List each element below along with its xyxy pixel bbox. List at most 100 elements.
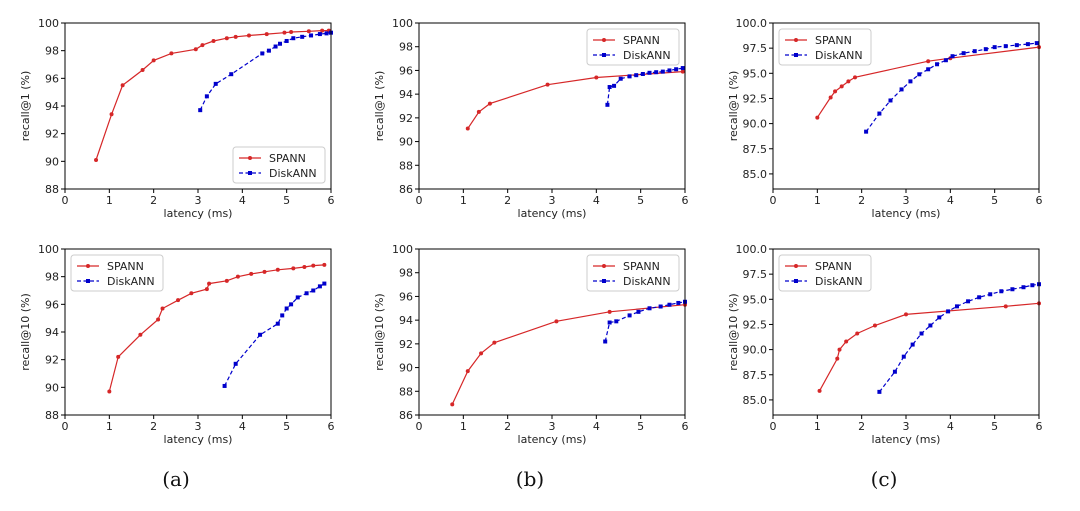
plot-1-diskann-point	[640, 71, 645, 76]
plot-3-spann-point	[207, 281, 212, 286]
plot-3-xtick-label: 5	[283, 420, 290, 433]
plot-0-legend-label: SPANN	[269, 152, 306, 165]
plot-1-ylabel: recall@1 (%)	[373, 71, 386, 141]
plot-3-xtick-label: 6	[328, 420, 335, 433]
plot-1-ytick-label: 94	[399, 88, 413, 101]
plot-0-legend: SPANN DiskANN	[232, 146, 326, 184]
plot-0-legend-marker	[248, 171, 252, 175]
plot-5-xtick-label: 0	[770, 420, 777, 433]
plot-5-xtick-label: 4	[947, 420, 954, 433]
plot-1-xlabel: latency (ms)	[518, 207, 587, 220]
plot-0-diskann-point	[260, 51, 265, 56]
plot-5-diskann-point	[928, 323, 933, 328]
plot-0-ytick-label: 90	[45, 155, 59, 168]
plot-2-ytick-label: 85.0	[743, 168, 768, 181]
plot-0-diskann-point	[300, 34, 305, 39]
plot-2-diskann-point	[877, 111, 882, 116]
plot-2-spann-point	[828, 95, 833, 100]
plot-2-ytick-label: 90.0	[743, 118, 768, 131]
plot-5-diskann-point	[966, 299, 971, 304]
plot-2-spann-point	[839, 84, 844, 89]
plot-1-diskann-point	[654, 70, 659, 75]
plot-5-diskann-point	[999, 289, 1004, 294]
plot-0-spann-point	[211, 38, 216, 43]
plot-4-xtick-label: 1	[460, 420, 467, 433]
plot-4-legend-label: SPANN	[623, 260, 660, 273]
plot-1-legend-marker	[602, 38, 606, 42]
plot-1-legend-box	[586, 28, 680, 66]
plot-5-xtick-label: 5	[991, 420, 998, 433]
plot-1-diskann-point	[634, 73, 639, 78]
plot-3-xtick-label: 3	[195, 420, 202, 433]
plot-1-diskann-point	[647, 70, 652, 75]
plot-2-spann-point	[815, 115, 820, 120]
plot-5-ytick-label: 85.0	[743, 394, 768, 407]
plot-1-ytick-label: 86	[399, 183, 413, 196]
plot-1-legend-label: DiskANN	[623, 49, 671, 62]
plot-1-diskann-point	[680, 66, 685, 71]
plot-4-diskann-point	[647, 306, 652, 311]
plot-1-ytick-label: 98	[399, 41, 413, 54]
plot-0-diskann-point	[278, 41, 283, 46]
plot-0-diskann-point	[229, 72, 234, 77]
plot-0-xtick-label: 6	[328, 194, 335, 207]
plot-5-diskann-point	[892, 369, 897, 374]
caption-b: (b)	[516, 467, 544, 491]
plot-0-spann-point	[109, 112, 114, 117]
plot-1-spann-point	[487, 101, 492, 106]
plot-1-spann-point	[476, 109, 481, 114]
plot-3-spann-point	[160, 306, 165, 311]
plot-2-xtick-label: 0	[770, 194, 777, 207]
plot-5-diskann-point	[946, 309, 951, 314]
plot-5-xtick-label: 2	[858, 420, 865, 433]
plot-4-diskann-point	[636, 309, 641, 314]
plot-0-spann-point	[320, 28, 325, 33]
plot-2-ytick-label: 92.5	[743, 92, 768, 105]
plot-5-ylabel: recall@10 (%)	[727, 293, 740, 370]
plot-4-spann-point	[450, 402, 455, 407]
plot-5-diskann-point	[910, 342, 915, 347]
plot-0-spann-point	[246, 33, 251, 38]
plot-4-ytick-label: 96	[399, 290, 413, 303]
plot-5-ytick-label: 87.5	[743, 369, 768, 382]
plot-0-xtick-label: 1	[106, 194, 113, 207]
plot-4-spann-point	[465, 369, 470, 374]
plot-0-ylabel: recall@1 (%)	[19, 71, 32, 141]
plot-3-diskann-point	[289, 302, 294, 307]
plot-2-xtick-label: 6	[1036, 194, 1043, 207]
plot-5-ytick-label: 90.0	[743, 344, 768, 357]
plot-2-legend-marker	[794, 53, 798, 57]
plot-2-diskann-point	[888, 98, 893, 103]
plot-2-legend-label: SPANN	[815, 34, 852, 47]
plot-5-diskann-point	[1030, 283, 1035, 288]
plot-0-spann-point	[193, 47, 198, 52]
plot-3-ytick-label: 88	[45, 409, 59, 422]
plot-3-diskann-point	[275, 321, 280, 326]
plot-1-diskann-point	[667, 68, 672, 73]
plot-0-spann-point	[94, 157, 99, 162]
plot-4-ytick-label: 94	[399, 314, 413, 327]
plot-5-xtick-label: 1	[814, 420, 821, 433]
plot-4-legend-box	[586, 254, 680, 292]
plot-5-diskann-point	[919, 331, 924, 336]
plot-0-spann-point	[264, 32, 269, 37]
plot-2-xtick-label: 3	[903, 194, 910, 207]
plot-0-legend-label: DiskANN	[269, 167, 317, 180]
plot-4-legend-label: DiskANN	[623, 275, 671, 288]
plot-4-legend-marker	[602, 279, 606, 283]
plot-0-ytick-label: 98	[45, 45, 59, 58]
plot-0-diskann-point	[273, 44, 278, 49]
plot-1-xtick-label: 3	[549, 194, 556, 207]
plot-5: 0 1 2 3 4 5 6 85.0 87.5 90.0 92.5 95.0 97.5 100.0 late…	[727, 243, 1043, 446]
plot-3-spann-point	[275, 267, 280, 272]
plot-1-spann-point	[594, 75, 599, 80]
plot-5-ytick-label: 97.5	[743, 268, 768, 281]
plot-4-xlabel: latency (ms)	[518, 433, 587, 446]
plot-0-diskann-point	[284, 38, 289, 43]
plot-2: 0 1 2 3 4 5 6 85.0 87.5 90.0 92.5 95.0 97.5 100.0 late…	[727, 17, 1043, 220]
plot-5-spann-point	[855, 331, 860, 336]
caption-a: (a)	[162, 467, 190, 491]
plot-5-spann-point	[904, 312, 908, 317]
plot-3-xtick-label: 1	[106, 420, 113, 433]
